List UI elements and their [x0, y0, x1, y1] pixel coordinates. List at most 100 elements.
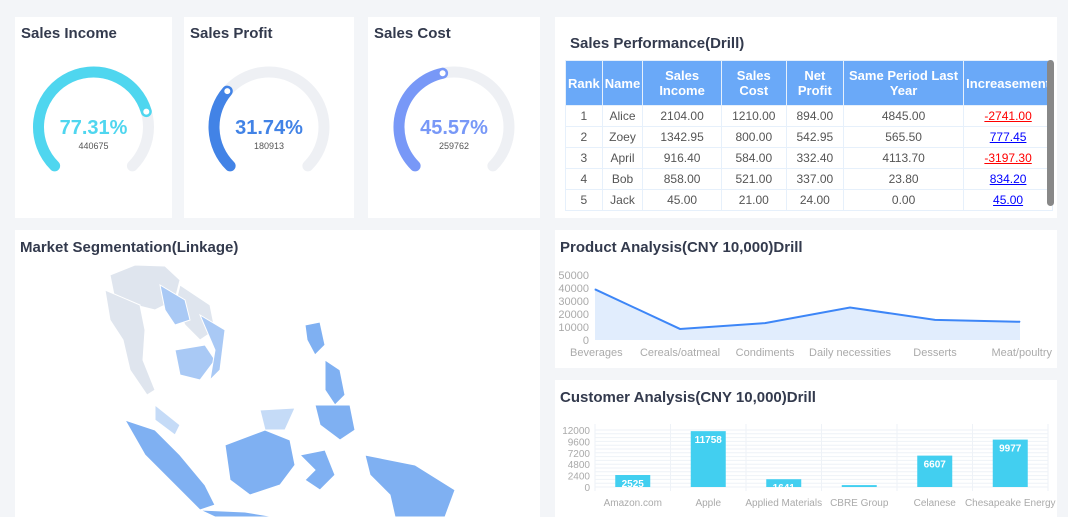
sales-income-card: Sales Income 77.31% 440675 — [15, 17, 172, 218]
bar-label: 11758 — [695, 435, 723, 446]
data-point — [679, 328, 681, 330]
x-tick-label: Chesapeake Energy — [965, 498, 1056, 509]
data-point — [849, 307, 851, 308]
gauge-fill — [208, 85, 236, 172]
sales-performance-card: Sales Performance(Drill) Rank Name Sales I… — [555, 17, 1057, 218]
table-cell: 1 — [580, 109, 588, 123]
increasement-link[interactable]: -3197.30 — [984, 151, 1032, 165]
table-cell: 894.00 — [796, 109, 834, 123]
y-tick-label: 50000 — [558, 270, 589, 282]
y-tick-label: 9600 — [568, 437, 591, 448]
column-header[interactable]: Name — [601, 60, 644, 106]
x-tick-label: Beverages — [570, 347, 623, 359]
table-cell: 916.40 — [663, 151, 701, 165]
x-tick-label: Meat/poultry — [991, 347, 1052, 359]
x-tick-label: Apple — [695, 498, 721, 509]
table-cell: 2 — [580, 130, 588, 144]
table-cell: Jack — [610, 193, 635, 207]
column-header[interactable]: Sales Income — [642, 60, 722, 106]
y-tick-label: 10000 — [558, 322, 589, 334]
card-title[interactable]: Product Analysis(CNY 10,000)Drill — [560, 239, 803, 256]
column-header[interactable]: Sales Cost — [720, 60, 787, 106]
bar-label: 6607 — [924, 460, 947, 471]
column-header[interactable]: Increasement — [963, 60, 1053, 106]
area-fill — [595, 289, 1020, 340]
bar — [917, 455, 953, 487]
table-cell: 4113.70 — [882, 151, 925, 165]
table-cell: 565.50 — [885, 130, 922, 144]
gauge-handle — [437, 68, 448, 79]
bar — [992, 439, 1028, 487]
gauge-handle — [222, 86, 233, 97]
bar — [841, 485, 877, 487]
column-header[interactable]: Rank — [565, 60, 603, 106]
bar — [615, 475, 651, 487]
x-tick-label: Amazon.com — [604, 498, 662, 509]
table-cell: 1210.00 — [732, 109, 776, 123]
y-tick-label: 20000 — [558, 309, 589, 321]
gauge-handle — [141, 106, 152, 117]
data-point — [934, 319, 936, 321]
table-cell: 800.00 — [735, 130, 773, 144]
increasement-link[interactable]: -2741.00 — [984, 109, 1032, 123]
y-tick-label: 40000 — [558, 283, 589, 295]
table-cell: 5 — [580, 193, 588, 207]
gauge-value: 440675 — [78, 141, 108, 151]
y-tick-label: 0 — [583, 335, 589, 347]
bar-label: 9977 — [999, 444, 1022, 455]
y-tick-label: 2400 — [568, 472, 591, 483]
table-row: 2 Zoey 1342.95 800.00 542.95 565.50 777.45 — [565, 126, 1053, 148]
table-cell: 332.40 — [796, 151, 834, 165]
gauge-fill — [33, 66, 152, 172]
card-title[interactable]: Sales Performance(Drill) — [570, 35, 745, 52]
table-cell: 521.00 — [735, 172, 773, 186]
gauge-percent: 77.31% — [60, 117, 128, 139]
gauge-fill — [393, 67, 449, 172]
table-row: 4 Bob 858.00 521.00 337.00 23.80 834.20 — [565, 168, 1053, 190]
x-tick-label: CBRE Group — [830, 498, 889, 509]
table-cell: 21.00 — [738, 193, 769, 207]
y-tick-label: 12000 — [562, 426, 590, 437]
data-point — [594, 288, 596, 290]
card-title: Sales Profit — [190, 25, 273, 42]
gauge-value: 259762 — [439, 141, 469, 151]
column-header[interactable]: Same Period Last Year — [843, 60, 965, 106]
performance-table: Rank Name Sales Income Sales Cost Net Profit… — [565, 60, 1053, 211]
table-cell: 2104.00 — [660, 109, 704, 123]
bar-label: 1641 — [773, 483, 796, 494]
market-segmentation-card: Market Segmentation(Linkage) — [15, 230, 540, 517]
y-tick-label: 4800 — [568, 460, 591, 471]
table-cell: Zoey — [609, 130, 636, 144]
card-title: Sales Cost — [374, 25, 451, 42]
table-row: 5 Jack 45.00 21.00 24.00 0.00 45.00 — [565, 189, 1053, 211]
card-title[interactable]: Customer Analysis(CNY 10,000)Drill — [560, 389, 816, 406]
sales-cost-gauge: 45.57% 259762 — [393, 66, 515, 172]
table-cell: 337.00 — [796, 172, 834, 186]
table-cell: Bob — [611, 172, 634, 186]
table-cell: 0.00 — [891, 193, 916, 207]
table-cell: 584.00 — [735, 151, 773, 165]
x-tick-label: Applied Materials — [745, 498, 822, 509]
southeast-asia-map[interactable] — [15, 230, 540, 517]
increasement-link[interactable]: 45.00 — [993, 193, 1024, 207]
table-cell: 3 — [580, 151, 588, 165]
card-title[interactable]: Market Segmentation(Linkage) — [20, 239, 239, 256]
bar — [690, 431, 726, 487]
table-cell: 858.00 — [663, 172, 701, 186]
sales-cost-card: Sales Cost 45.57% 259762 — [368, 17, 540, 218]
table-cell: 23.80 — [888, 172, 919, 186]
table-cell: Alice — [609, 109, 636, 123]
increasement-link[interactable]: 834.20 — [989, 172, 1027, 186]
column-header[interactable]: Net Profit — [785, 60, 845, 106]
increasement-link[interactable]: 777.45 — [989, 130, 1027, 144]
y-tick-label: 0 — [584, 483, 590, 494]
x-tick-label: Celanese — [914, 498, 957, 509]
y-tick-label: 7200 — [568, 449, 591, 460]
gauge-value: 180913 — [254, 141, 284, 151]
x-tick-label: Desserts — [913, 347, 957, 359]
x-tick-label: Condiments — [736, 347, 795, 359]
table-scrollbar[interactable] — [1047, 60, 1054, 206]
x-tick-label: Cereals/oatmeal — [640, 347, 720, 359]
